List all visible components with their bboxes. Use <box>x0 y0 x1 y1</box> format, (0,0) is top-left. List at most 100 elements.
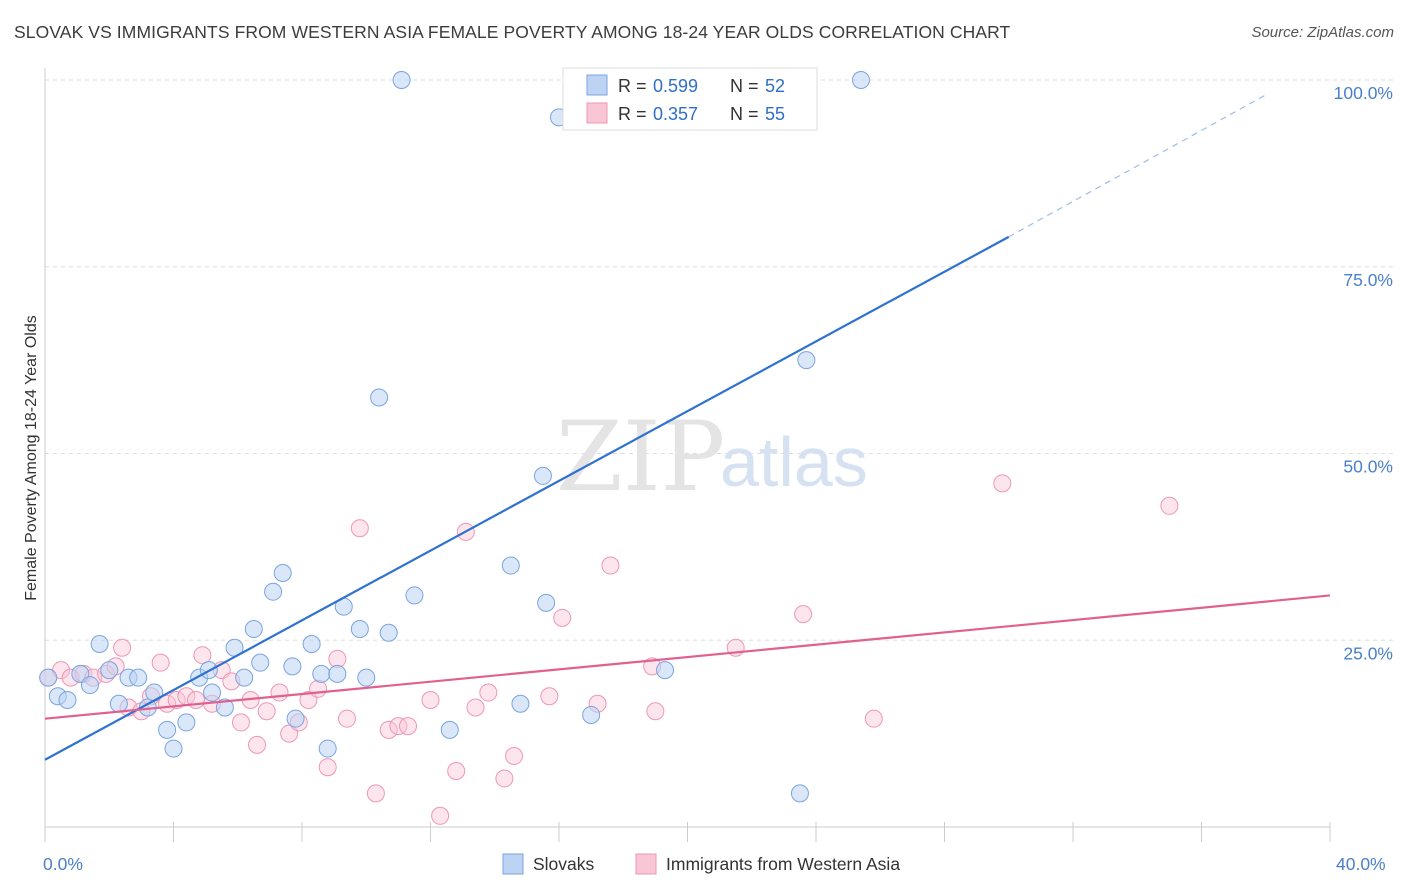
slovaks-point <box>235 668 254 687</box>
legend-n-value-slovaks: 52 <box>765 76 785 96</box>
western-asia-point <box>248 735 267 754</box>
western-asia-trendline <box>44 594 1331 720</box>
slovaks-point <box>244 620 263 639</box>
legend-r-label-slovaks: R = <box>618 76 647 96</box>
slovaks-point <box>158 720 177 739</box>
watermark: ZIP atlas <box>556 401 868 513</box>
slovaks-point <box>177 713 196 732</box>
watermark-zip: ZIP <box>556 401 725 513</box>
western-asia-point <box>495 769 514 788</box>
western-asia-point <box>270 683 289 702</box>
legend-swatch-slovaks <box>586 74 608 96</box>
y-tick-label-50: 50.0% <box>1343 457 1393 477</box>
series-western-asia-points <box>39 474 1179 825</box>
slovaks-point <box>370 388 389 407</box>
legend-bottom-label-slovaks: Slovaks <box>533 854 595 874</box>
slovaks-point <box>215 698 234 717</box>
legend-n-label-western-asia: N = <box>730 104 759 124</box>
x-ticks <box>44 822 1331 842</box>
slovaks-point <box>264 582 283 601</box>
trendlines <box>44 94 1331 761</box>
y-tick-label-25: 25.0% <box>1343 643 1393 663</box>
western-asia-point <box>366 784 385 803</box>
legend-swatch-western-asia <box>586 102 608 124</box>
slovaks-point <box>312 664 331 683</box>
slovaks-point <box>328 664 347 683</box>
western-asia-point <box>553 608 572 627</box>
y-tick-label-100: 100.0% <box>1334 83 1393 103</box>
slovaks-point <box>533 466 552 485</box>
legend-r-value-western-asia: 0.357 <box>653 104 698 124</box>
slovaks-point <box>511 694 530 713</box>
western-asia-point <box>257 702 276 721</box>
legend-bottom: Slovaks Immigrants from Western Asia <box>502 853 900 875</box>
slovaks-point <box>302 634 321 653</box>
western-asia-point <box>231 713 250 732</box>
western-asia-point <box>309 679 328 698</box>
western-asia-point <box>193 646 212 665</box>
legend-r-value-slovaks: 0.599 <box>653 76 698 96</box>
gridlines <box>45 79 1395 641</box>
slovaks-point <box>656 661 675 680</box>
western-asia-point <box>479 683 498 702</box>
western-asia-point <box>646 702 665 721</box>
slovaks-point <box>440 720 459 739</box>
watermark-atlas: atlas <box>720 423 868 501</box>
western-asia-point <box>431 806 450 825</box>
western-asia-point <box>318 758 337 777</box>
western-asia-point <box>389 717 408 736</box>
western-asia-point <box>794 605 813 624</box>
y-tick-label-75: 75.0% <box>1343 270 1393 290</box>
slovaks-point <box>58 691 77 710</box>
slovaks-point <box>251 653 270 672</box>
slovaks-trendline <box>44 235 1010 761</box>
legend-bottom-swatch-slovaks <box>502 853 524 875</box>
legend-n-value-western-asia: 55 <box>765 104 785 124</box>
western-asia-point <box>993 474 1012 493</box>
slovaks-point <box>851 71 870 89</box>
slovaks-point <box>100 661 119 680</box>
slovaks-point <box>80 676 99 695</box>
western-asia-point <box>350 519 369 538</box>
slovaks-point <box>392 71 411 89</box>
slovaks-point <box>283 657 302 676</box>
western-asia-point <box>399 717 418 736</box>
western-asia-point <box>601 556 620 575</box>
slovaks-point <box>582 705 601 724</box>
slovaks-point <box>129 668 148 687</box>
western-asia-point <box>113 638 132 657</box>
slovaks-trendline-extension <box>1008 94 1267 238</box>
chart-title: SLOVAK VS IMMIGRANTS FROM WESTERN ASIA F… <box>14 22 1011 42</box>
slovaks-point <box>537 593 556 612</box>
slovaks-point <box>90 634 109 653</box>
chart-source: Source: ZipAtlas.com <box>1251 24 1394 41</box>
slovaks-point <box>379 623 398 642</box>
western-asia-point <box>379 720 398 739</box>
western-asia-point <box>421 691 440 710</box>
y-tick-labels: 25.0% 50.0% 75.0% 100.0% <box>1334 83 1393 663</box>
slovaks-point <box>797 351 816 370</box>
slovaks-point <box>405 586 424 605</box>
western-asia-point <box>151 653 170 672</box>
legend-r-label-western-asia: R = <box>618 104 647 124</box>
x-tick-label-min: 0.0% <box>43 854 83 874</box>
legend-n-label-slovaks: N = <box>730 76 759 96</box>
slovaks-point <box>109 694 128 713</box>
western-asia-point <box>864 709 883 728</box>
western-asia-point <box>186 691 205 710</box>
legend-bottom-swatch-western-asia <box>635 853 657 875</box>
slovaks-point <box>203 683 222 702</box>
slovaks-point <box>318 739 337 758</box>
western-asia-point <box>505 747 524 766</box>
western-asia-point <box>337 709 356 728</box>
western-asia-point <box>540 687 559 706</box>
western-asia-point <box>167 691 186 710</box>
legend-bottom-label-western-asia: Immigrants from Western Asia <box>666 854 900 874</box>
western-asia-point <box>447 761 466 780</box>
western-asia-point <box>1160 496 1179 515</box>
slovaks-point <box>39 668 58 687</box>
slovaks-point <box>357 668 376 687</box>
slovaks-point <box>164 739 183 758</box>
slovaks-point <box>501 556 520 575</box>
